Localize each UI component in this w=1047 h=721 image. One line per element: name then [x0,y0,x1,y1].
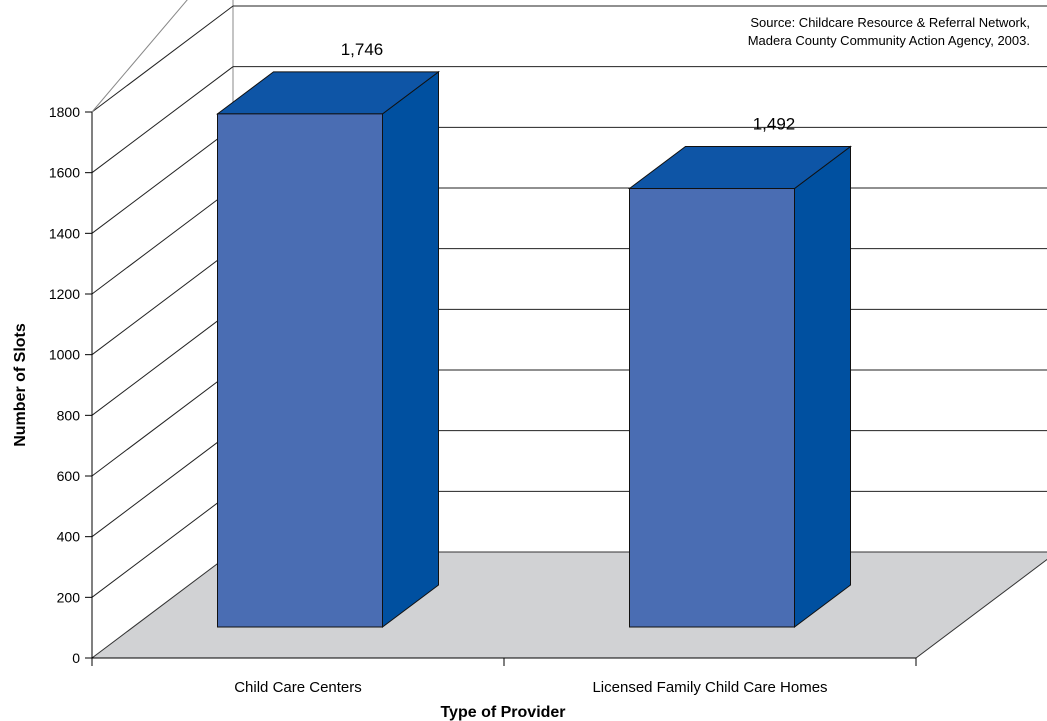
source-note-line-2: Madera County Community Action Agency, 2… [748,33,1030,48]
bar-group [216,70,440,628]
gridline-side [91,430,234,538]
gridline-side [91,126,234,234]
labels: Type of Provider Number of Slots Source:… [12,15,1030,721]
y-tick-label: 1800 [49,104,80,120]
y-tick-label: 200 [57,589,81,605]
source-note-line-1: Source: Childcare Resource & Referral Ne… [750,15,1030,30]
y-tick-label: 600 [57,468,81,484]
gridline-side [91,308,234,416]
bar-group [628,145,852,628]
data-label: 1,492 [753,115,796,134]
bar-side [382,70,439,628]
data-label: 1,746 [341,40,384,59]
y-tick-label: 400 [57,529,81,545]
x-axis-title: Type of Provider [440,704,565,721]
y-axis-title: Number of Slots [12,323,29,447]
gridline-side [91,187,234,295]
gridline-side [91,5,234,113]
bar-side [794,145,851,628]
y-tick-label: 1400 [49,225,80,241]
y-tick-label: 1600 [49,165,80,181]
gridline-side [91,490,234,598]
left-wall-top-edge [91,0,188,113]
bar [629,188,795,628]
gridline-side [91,248,234,356]
y-tick-label: 1000 [49,347,80,363]
x-tick-label: Licensed Family Child Care Homes [592,679,827,696]
y-tick-label: 800 [57,407,81,423]
bars [216,70,852,628]
gridline-side [91,66,234,174]
axes [85,111,917,666]
gridline-side [91,369,234,477]
y-tick-label: 1200 [49,286,80,302]
x-tick-label: Child Care Centers [234,679,362,696]
bar [217,113,383,628]
y-tick-label: 0 [72,650,80,666]
